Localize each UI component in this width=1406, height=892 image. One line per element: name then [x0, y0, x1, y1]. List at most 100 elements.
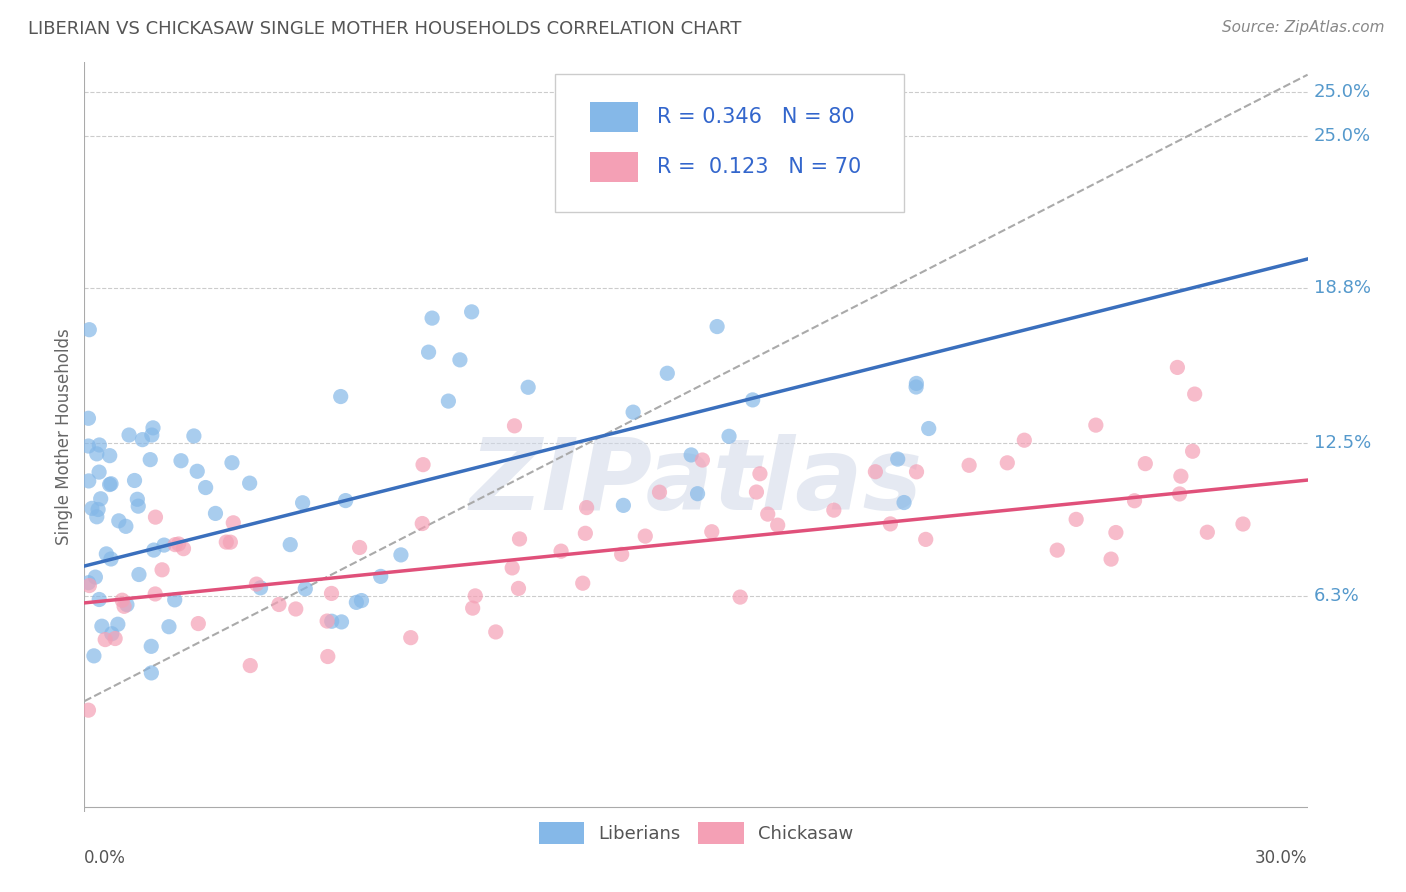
Point: [692, 453, 714, 467]
Text: 0.0%: 0.0%: [84, 849, 127, 867]
Point: [321, 614, 343, 628]
Point: [194, 481, 217, 495]
Point: [550, 544, 572, 558]
Point: [204, 507, 226, 521]
Point: [918, 421, 941, 435]
Point: [905, 380, 928, 394]
Point: [219, 535, 242, 549]
Point: [245, 577, 267, 591]
Point: [461, 601, 484, 615]
Point: [1135, 457, 1157, 471]
Point: [957, 458, 980, 473]
Point: [267, 598, 290, 612]
Point: [741, 392, 763, 407]
Point: [115, 598, 138, 612]
Point: [80, 501, 103, 516]
Point: [412, 458, 434, 472]
Point: [141, 640, 163, 654]
Point: [141, 428, 163, 442]
Point: [145, 510, 167, 524]
Text: 30.0%: 30.0%: [1256, 849, 1308, 867]
Point: [1168, 487, 1191, 501]
Point: [316, 649, 339, 664]
Point: [648, 485, 671, 500]
Point: [449, 352, 471, 367]
Point: [84, 570, 107, 584]
Point: [112, 599, 135, 614]
Point: [83, 648, 105, 663]
Point: [187, 616, 209, 631]
Point: [399, 631, 422, 645]
Point: [350, 593, 373, 607]
Point: [239, 476, 262, 491]
Point: [98, 449, 121, 463]
Point: [1123, 493, 1146, 508]
Point: [77, 575, 100, 590]
Point: [1197, 525, 1219, 540]
Point: [89, 592, 111, 607]
Text: R =  0.123   N = 70: R = 0.123 N = 70: [657, 157, 860, 178]
Point: [1181, 444, 1204, 458]
Point: [745, 485, 768, 500]
Point: [222, 516, 245, 530]
Point: [634, 529, 657, 543]
Point: [157, 620, 180, 634]
Point: [503, 418, 526, 433]
Point: [100, 626, 122, 640]
Point: [249, 581, 271, 595]
Point: [90, 619, 112, 633]
Text: 25.0%: 25.0%: [1313, 83, 1371, 101]
Bar: [589, 153, 638, 182]
Point: [291, 496, 314, 510]
Point: [612, 499, 634, 513]
Point: [107, 617, 129, 632]
Point: [574, 526, 596, 541]
Point: [98, 477, 121, 491]
Point: [87, 465, 110, 479]
Point: [501, 561, 523, 575]
Point: [77, 703, 100, 717]
Point: [508, 582, 530, 596]
Point: [100, 552, 122, 566]
Point: [886, 452, 908, 467]
Point: [485, 624, 508, 639]
Point: [127, 499, 149, 513]
Point: [87, 502, 110, 516]
Point: [718, 429, 741, 443]
Point: [1046, 543, 1069, 558]
Point: [124, 474, 146, 488]
Point: [141, 665, 163, 680]
Point: [111, 593, 134, 607]
Point: [905, 376, 928, 391]
Text: 12.5%: 12.5%: [1313, 434, 1371, 452]
Point: [728, 590, 751, 604]
Point: [1099, 552, 1122, 566]
Point: [104, 632, 127, 646]
Point: [437, 394, 460, 409]
Point: [278, 538, 301, 552]
Y-axis label: Single Mother Households: Single Mother Households: [55, 329, 73, 545]
Point: [1064, 512, 1087, 526]
Point: [77, 439, 100, 453]
Text: Source: ZipAtlas.com: Source: ZipAtlas.com: [1222, 20, 1385, 35]
Point: [215, 535, 238, 549]
Point: [914, 533, 936, 547]
Point: [418, 345, 440, 359]
Point: [90, 491, 112, 506]
Point: [131, 433, 153, 447]
Point: [284, 602, 307, 616]
Point: [706, 319, 728, 334]
Point: [1084, 418, 1107, 433]
Point: [79, 578, 101, 592]
Text: 25.0%: 25.0%: [1313, 128, 1371, 145]
Point: [893, 495, 915, 509]
Point: [335, 493, 357, 508]
Point: [115, 519, 138, 533]
Point: [89, 438, 111, 452]
Point: [186, 464, 208, 478]
Point: [128, 567, 150, 582]
Point: [865, 465, 887, 479]
Point: [756, 507, 779, 521]
Point: [100, 476, 122, 491]
Point: [464, 589, 486, 603]
